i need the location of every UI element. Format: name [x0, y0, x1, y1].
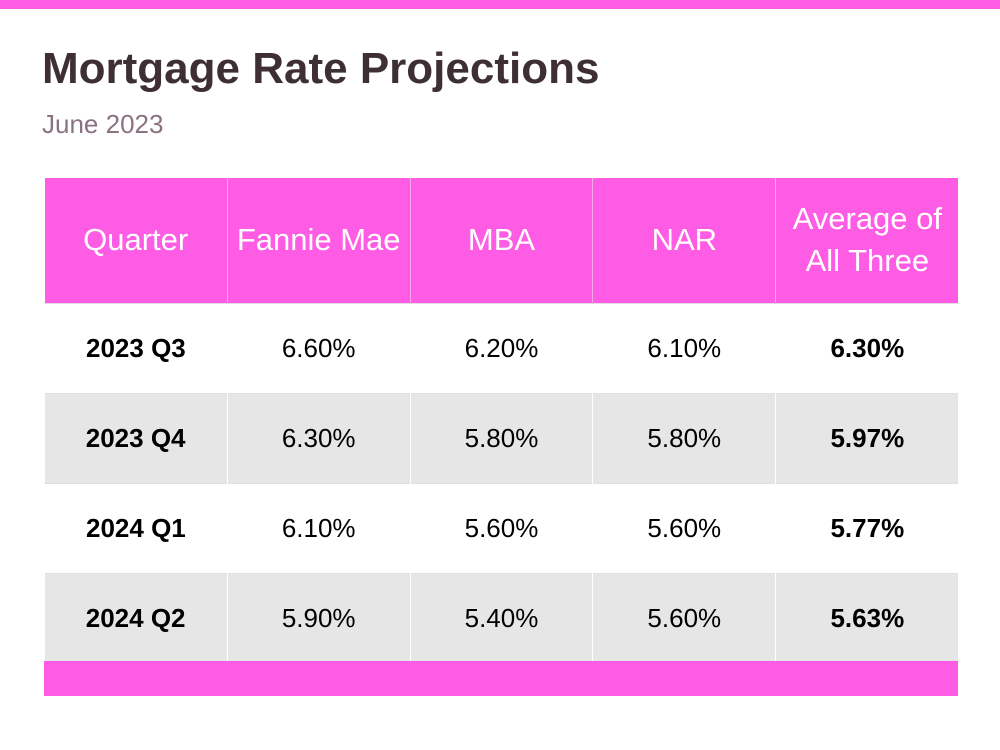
cell-fannie-mae: 6.30%	[226, 392, 411, 483]
cell-nar: 5.60%	[592, 572, 776, 663]
table-row: 2024 Q2 5.90% 5.40% 5.60% 5.63%	[44, 572, 959, 663]
table-row: 2024 Q1 6.10% 5.60% 5.60% 5.77%	[44, 482, 959, 573]
table-header-row: Quarter Fannie Mae MBA NAR Average of Al…	[44, 178, 959, 303]
cell-quarter: 2023 Q3	[44, 302, 228, 393]
header-mba: MBA	[409, 178, 593, 303]
cell-quarter: 2024 Q1	[44, 482, 228, 573]
cell-fannie-mae: 6.10%	[226, 482, 411, 573]
header-average: Average of All Three	[775, 178, 959, 303]
cell-quarter: 2023 Q4	[44, 392, 228, 483]
cell-average: 5.77%	[775, 482, 959, 573]
cell-average: 6.30%	[775, 302, 959, 393]
mortgage-rate-table: Quarter Fannie Mae MBA NAR Average of Al…	[44, 178, 959, 663]
cell-fannie-mae: 5.90%	[226, 572, 411, 663]
cell-nar: 5.60%	[592, 482, 776, 573]
cell-quarter: 2024 Q2	[44, 572, 228, 663]
table-row: 2023 Q4 6.30% 5.80% 5.80% 5.97%	[44, 392, 959, 483]
cell-average: 5.63%	[775, 572, 959, 663]
cell-mba: 5.80%	[409, 392, 593, 483]
cell-nar: 5.80%	[592, 392, 776, 483]
header-fannie-mae: Fannie Mae	[226, 178, 411, 303]
page-title: Mortgage Rate Projections	[42, 44, 600, 93]
cell-mba: 5.40%	[409, 572, 593, 663]
cell-nar: 6.10%	[592, 302, 776, 393]
cell-average: 5.97%	[775, 392, 959, 483]
top-accent-bar	[0, 0, 1000, 9]
header-nar: NAR	[592, 178, 776, 303]
cell-fannie-mae: 6.60%	[226, 302, 411, 393]
cell-mba: 5.60%	[409, 482, 593, 573]
table-row: 2023 Q3 6.60% 6.20% 6.10% 6.30%	[44, 302, 959, 393]
page-subtitle: June 2023	[42, 109, 164, 139]
bottom-accent-bar	[44, 661, 958, 696]
cell-mba: 6.20%	[409, 302, 593, 393]
header-quarter: Quarter	[44, 178, 228, 303]
